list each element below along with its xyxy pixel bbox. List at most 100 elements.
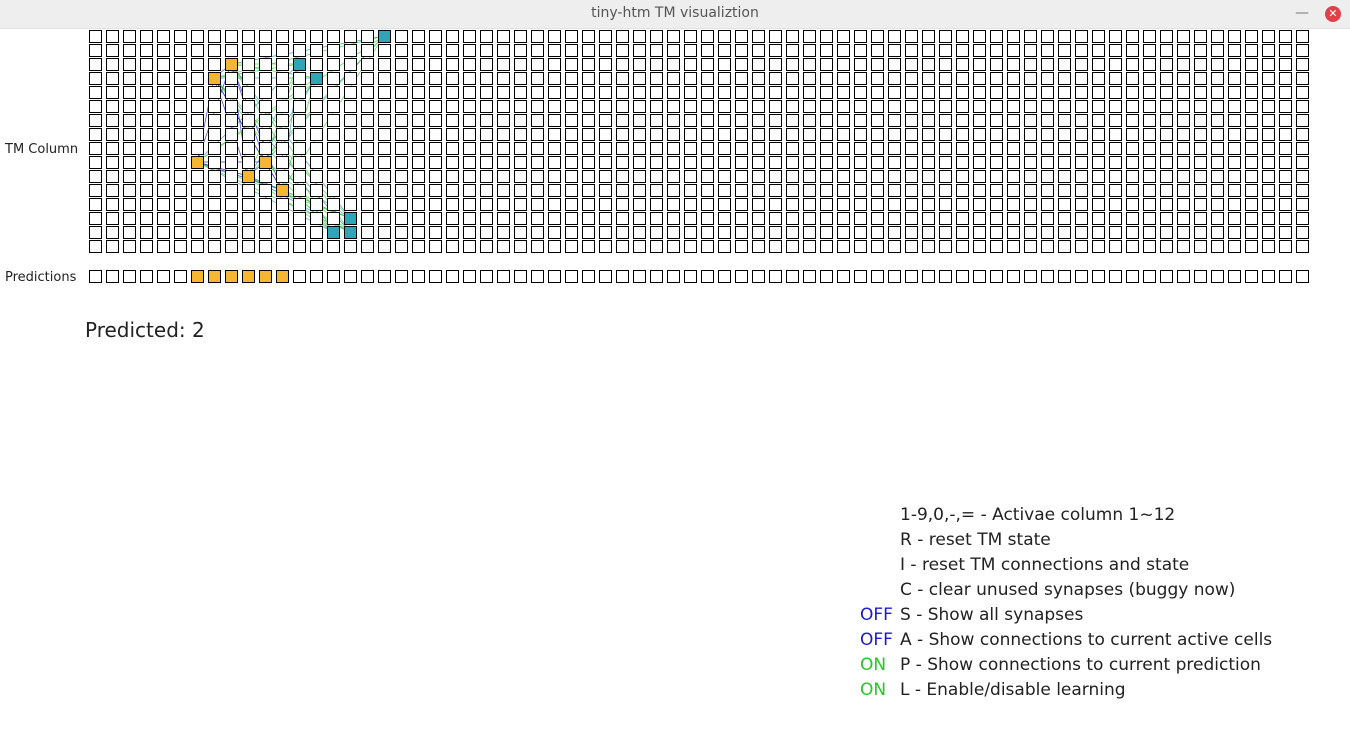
tm-cell <box>106 170 119 183</box>
tm-cell <box>667 30 680 43</box>
tm-cell <box>1041 30 1054 43</box>
tm-cell <box>667 156 680 169</box>
tm-cell <box>1177 170 1190 183</box>
prediction-cell <box>650 270 663 283</box>
tm-cell <box>837 212 850 225</box>
tm-cell <box>565 86 578 99</box>
tm-cell <box>1211 170 1224 183</box>
tm-cell <box>208 240 221 253</box>
tm-cell <box>752 30 765 43</box>
tm-cell <box>463 86 476 99</box>
tm-cell <box>1296 44 1309 57</box>
tm-cell <box>871 212 884 225</box>
tm-cell <box>429 170 442 183</box>
synapse-line <box>230 63 283 191</box>
tm-cell <box>905 212 918 225</box>
close-button[interactable]: ✕ <box>1325 6 1341 22</box>
tm-cell <box>769 226 782 239</box>
tm-cell <box>480 44 493 57</box>
cell-grid <box>89 30 1309 253</box>
tm-cell <box>1194 72 1207 85</box>
tm-cell <box>990 226 1003 239</box>
tm-cell <box>497 128 510 141</box>
tm-cell <box>395 86 408 99</box>
tm-cell <box>905 142 918 155</box>
tm-cell <box>905 156 918 169</box>
tm-cell <box>514 100 527 113</box>
tm-cell <box>89 170 102 183</box>
tm-cell <box>1041 156 1054 169</box>
tm-cell <box>650 44 663 57</box>
tm-cell <box>89 58 102 71</box>
tm-cell <box>820 128 833 141</box>
tm-cell <box>480 128 493 141</box>
help-text: 1-9,0,-,= - Activae column 1~12 <box>900 505 1176 525</box>
tm-cell <box>616 184 629 197</box>
tm-column-label: TM Column <box>4 142 78 157</box>
tm-cell <box>480 100 493 113</box>
minimize-button[interactable]: — <box>1293 3 1311 23</box>
tm-cell <box>480 58 493 71</box>
tm-cell <box>191 128 204 141</box>
tm-cell <box>310 156 323 169</box>
tm-cell <box>1126 226 1139 239</box>
tm-cell <box>1007 72 1020 85</box>
tm-cell <box>1092 198 1105 211</box>
tm-cell <box>565 44 578 57</box>
tm-cell <box>1228 114 1241 127</box>
tm-cell <box>956 240 969 253</box>
minimize-icon: — <box>1295 5 1309 21</box>
tm-cell <box>1041 114 1054 127</box>
tm-cell <box>769 156 782 169</box>
tm-cell <box>956 72 969 85</box>
help-text: A - Show connections to current active c… <box>900 630 1273 650</box>
tm-cell <box>1092 114 1105 127</box>
tm-cell <box>225 226 238 239</box>
tm-cell <box>922 142 935 155</box>
tm-cell <box>293 142 306 155</box>
tm-cell <box>633 72 646 85</box>
tm-cell <box>786 114 799 127</box>
tm-cell <box>990 198 1003 211</box>
tm-cell <box>378 58 391 71</box>
tm-cell <box>208 226 221 239</box>
tm-cell <box>276 156 289 169</box>
tm-cell <box>667 212 680 225</box>
tm-cell <box>225 184 238 197</box>
tm-cell <box>140 30 153 43</box>
tm-cell <box>446 128 459 141</box>
tm-cell <box>480 170 493 183</box>
tm-cell <box>242 212 255 225</box>
tm-cell <box>1075 114 1088 127</box>
tm-cell <box>905 184 918 197</box>
prediction-cell <box>361 270 374 283</box>
tm-cell <box>735 184 748 197</box>
tm-cell <box>157 212 170 225</box>
prediction-synapse-line <box>230 35 385 65</box>
tm-cell <box>1126 30 1139 43</box>
tm-cell <box>871 114 884 127</box>
tm-cell <box>1160 100 1173 113</box>
tm-cell <box>1160 226 1173 239</box>
toggle-state: OFF <box>860 630 893 650</box>
tm-cell <box>157 100 170 113</box>
tm-cell <box>276 72 289 85</box>
tm-cell <box>1262 30 1275 43</box>
tm-cell <box>412 156 425 169</box>
tm-cell <box>786 142 799 155</box>
tm-cell <box>242 226 255 239</box>
tm-cell <box>446 72 459 85</box>
tm-cell <box>225 44 238 57</box>
tm-cell <box>531 72 544 85</box>
tm-cell <box>378 86 391 99</box>
tm-cell <box>514 170 527 183</box>
tm-cell <box>718 58 731 71</box>
tm-cell-predicted <box>242 170 255 183</box>
tm-cell <box>1211 58 1224 71</box>
tm-cell <box>191 114 204 127</box>
prediction-cell <box>701 270 714 283</box>
tm-cell <box>531 30 544 43</box>
tm-cell <box>871 58 884 71</box>
tm-cell <box>344 198 357 211</box>
tm-cell <box>1092 212 1105 225</box>
